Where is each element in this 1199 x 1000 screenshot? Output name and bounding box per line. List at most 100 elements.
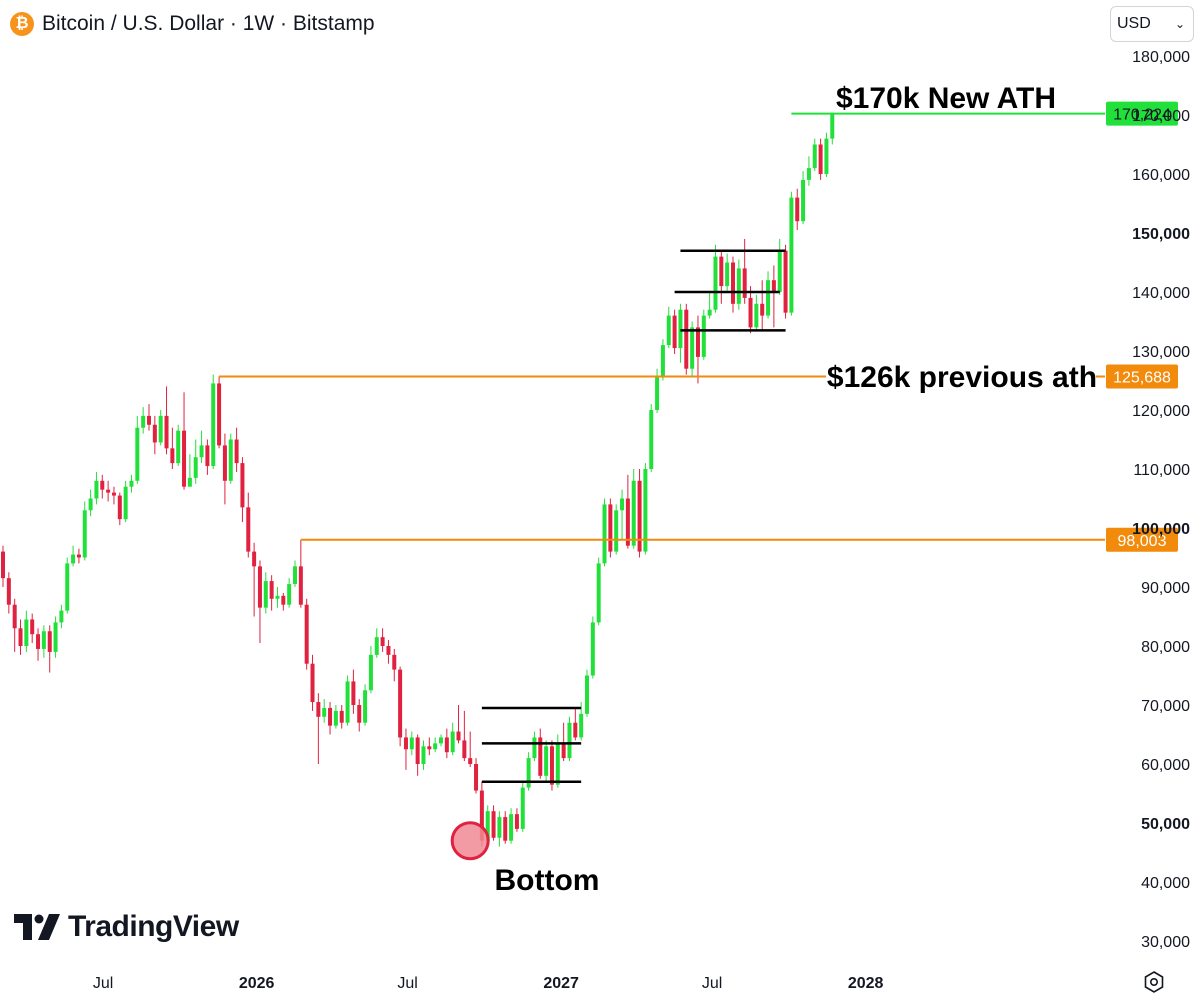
- candle-down: [503, 817, 508, 841]
- candle-down: [281, 595, 286, 605]
- price-label-box: [1106, 527, 1178, 552]
- currency-value: USD: [1117, 15, 1151, 32]
- candle-up: [275, 595, 280, 599]
- candle-down: [462, 740, 467, 759]
- y-axis-tick-label: 100,000: [1132, 521, 1190, 538]
- candle-down: [608, 504, 613, 552]
- candle-up: [129, 480, 134, 487]
- candle-up: [211, 383, 216, 467]
- candle-up: [485, 811, 490, 841]
- candle-down: [182, 430, 187, 487]
- candle-down: [695, 327, 700, 357]
- candle-down: [18, 628, 23, 646]
- candle-up: [333, 710, 338, 726]
- candle-up: [532, 737, 537, 759]
- currency-select[interactable]: USD ⌄: [1110, 6, 1194, 42]
- candle-up: [567, 722, 572, 759]
- bottom-annotation: Bottom: [495, 864, 600, 897]
- candle-down: [217, 383, 222, 446]
- chevron-down-icon: ⌄: [1174, 17, 1185, 31]
- candle-down: [30, 619, 35, 635]
- candle-down: [380, 637, 385, 646]
- candle-down: [456, 731, 461, 741]
- candle-up: [725, 262, 730, 287]
- x-axis-tick-label: Jul: [93, 975, 113, 992]
- candle-up: [660, 345, 665, 378]
- candle-up: [41, 631, 46, 649]
- candle-up: [53, 622, 58, 652]
- candle-down: [205, 445, 210, 467]
- candle-down: [748, 297, 753, 328]
- candle-down: [147, 415, 151, 425]
- candle-down: [257, 566, 262, 608]
- candle-down: [6, 578, 11, 605]
- candle-down: [392, 654, 397, 670]
- candle-down: [234, 439, 239, 464]
- candle-down: [222, 445, 227, 481]
- candle-up: [602, 504, 607, 564]
- candle-up: [690, 327, 695, 369]
- candle-down: [106, 489, 111, 493]
- candle-down: [76, 554, 81, 558]
- x-axis-tick-label: 2028: [848, 975, 884, 992]
- candle-up: [801, 179, 806, 222]
- annotation-background: [826, 362, 1096, 394]
- candle-down: [310, 663, 315, 703]
- candle-down: [386, 646, 391, 655]
- candle-down: [316, 702, 321, 717]
- candle-down: [1, 551, 5, 579]
- candle-down: [468, 758, 473, 764]
- candle-up: [228, 439, 233, 481]
- candle-up: [409, 737, 414, 750]
- candle-up: [199, 445, 204, 458]
- candle-down: [742, 268, 747, 298]
- y-axis-tick-label: 60,000: [1141, 757, 1190, 774]
- candle-up: [520, 787, 525, 829]
- candle-up: [176, 430, 181, 464]
- symbol-title[interactable]: Bitcoin / U.S. Dollar · 1W · Bitstamp: [42, 12, 375, 35]
- gear-icon[interactable]: [1142, 970, 1166, 994]
- candle-up: [666, 315, 671, 346]
- candle-up: [368, 654, 373, 691]
- candle-down: [246, 507, 251, 552]
- candle-up: [830, 113, 835, 139]
- candle-up: [439, 737, 443, 744]
- candle-down: [760, 303, 765, 316]
- candle-down: [47, 631, 52, 652]
- candle-down: [444, 737, 449, 753]
- candle-down: [351, 681, 356, 705]
- tradingview-logo: TradingView: [14, 910, 239, 944]
- candle-up: [707, 309, 712, 316]
- candle-up: [345, 681, 350, 723]
- candle-up: [82, 510, 87, 558]
- candle-down: [12, 604, 17, 629]
- candle-up: [701, 315, 706, 357]
- candle-up: [158, 415, 163, 443]
- candle-down: [479, 790, 484, 841]
- candle-down: [403, 737, 408, 750]
- previous-ath-annotation: $126k previous ath: [827, 361, 1097, 394]
- candle-down: [339, 710, 344, 723]
- candle-down: [152, 424, 157, 443]
- candle-up: [590, 622, 595, 676]
- candle-down: [783, 250, 788, 313]
- tradingview-logo-text: TradingView: [68, 910, 239, 943]
- candle-up: [678, 309, 683, 349]
- y-axis-tick-label: 70,000: [1141, 698, 1190, 715]
- candle-up: [374, 637, 379, 655]
- candle-up: [643, 469, 648, 552]
- x-axis-tick-label: Jul: [702, 975, 722, 992]
- candle-up: [363, 690, 368, 723]
- tradingview-icon: [14, 914, 60, 940]
- candle-up: [141, 415, 146, 428]
- price-label-box: [1106, 101, 1178, 126]
- candle-down: [164, 415, 169, 449]
- candle-up: [620, 498, 625, 511]
- y-axis-tick-label: 140,000: [1132, 285, 1190, 302]
- candle-down: [298, 566, 303, 605]
- y-axis-tick-label: 160,000: [1132, 167, 1190, 184]
- candle-up: [736, 268, 741, 304]
- candle-up: [806, 168, 811, 180]
- candle-down: [771, 280, 776, 292]
